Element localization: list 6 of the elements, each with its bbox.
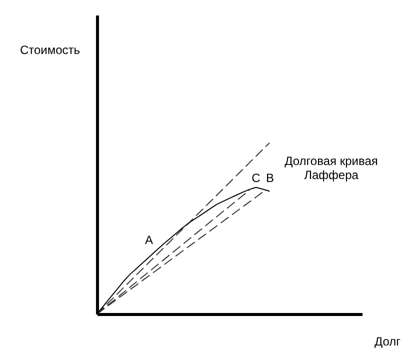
annotation: B <box>266 171 274 185</box>
text: Стоимость <box>20 43 80 57</box>
annotation: A <box>144 233 154 247</box>
annotation: C <box>252 171 261 185</box>
x-axis-title: Долг <box>374 334 402 348</box>
series-label: Долговая кривая Лаффера <box>284 154 378 182</box>
